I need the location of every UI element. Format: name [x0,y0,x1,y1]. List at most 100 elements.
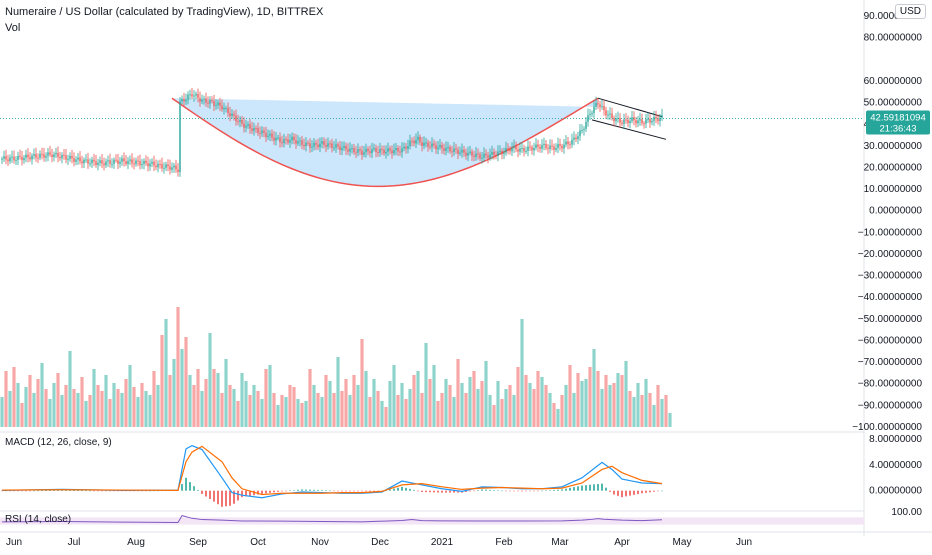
macd-histogram-bar [525,490,527,492]
volume-bar [588,367,592,427]
candle [265,132,267,138]
candle [57,152,59,157]
macd-label[interactable]: MACD (12, 26, close, 9) [5,437,112,448]
volume-bar [60,395,64,427]
candle [119,161,121,164]
candle [59,156,61,159]
candle [473,155,475,157]
candle [575,137,577,140]
candle [307,142,309,144]
candle [255,127,257,129]
volume-bar [140,383,144,427]
volume-bar [572,393,576,427]
candle [637,120,639,124]
macd-histogram-bar [493,490,495,491]
volume-bar [296,399,300,427]
macd-histogram-bar [197,490,199,491]
macd-histogram-bar [269,490,271,493]
candle [505,148,507,153]
macd-histogram-bar [529,490,531,492]
macd-histogram-bar [457,490,459,493]
candle [659,117,661,122]
candle [625,119,627,121]
candle [285,138,287,140]
volume-bar [644,379,648,427]
macd-histogram-bar [285,490,287,492]
y-tick-label: −30.00000000 [858,271,923,282]
volume-bar [52,383,56,427]
rsi-label[interactable]: RSI (14, close) [5,514,72,525]
candle [51,154,53,158]
candle [595,103,597,107]
candle [301,140,303,145]
candle [399,151,401,153]
macd-histogram-bar [373,490,375,492]
candle [115,159,117,161]
candle [11,156,13,158]
candle [455,148,457,150]
macd-histogram-bar [441,490,443,493]
candle [189,94,191,96]
macd-histogram-bar [449,490,451,493]
y-tick-label: −50.00000000 [858,314,923,325]
candle [649,119,651,123]
candle [95,161,97,165]
candle [127,160,129,164]
candle [157,163,159,168]
candle [427,142,429,147]
candle [83,159,85,164]
candle [253,127,255,131]
candle [335,144,337,148]
candle [431,143,433,147]
candle [179,101,181,173]
candle [117,160,119,164]
symbol-title[interactable]: Numeraire / US Dollar (calculated by Tra… [5,6,324,18]
volume-bar [160,335,164,427]
macd-histogram-bar [233,490,235,504]
macd-histogram-bar [109,490,111,492]
volume-bar [524,375,528,427]
candle [321,141,323,144]
candle [1,158,3,160]
currency-badge[interactable]: USD [894,4,926,19]
candle [557,144,559,148]
y-tick-label: 50.00000000 [864,98,923,109]
candle [635,120,637,124]
volume-bar [100,391,104,427]
macd-histogram-bar [33,490,35,492]
volume-bar [668,413,672,427]
candle [297,141,299,144]
volume-bar [84,401,88,427]
candle [631,117,633,121]
candle [173,165,175,168]
candle [101,160,103,164]
candle [177,169,179,173]
flag-lower-line [591,119,667,140]
candle [325,145,327,147]
candle [499,150,501,152]
candle [151,161,153,164]
macd-histogram-bar [389,489,391,491]
volume-bar [628,391,632,427]
x-tick-label: Aug [127,537,145,548]
candle [605,110,607,116]
volume-bar [496,381,500,427]
candle [403,146,405,149]
volume-bar [220,393,224,427]
candle [405,146,407,149]
candle [457,149,459,154]
volume-bar [336,357,340,427]
candle [343,145,345,149]
volume-bar [76,393,80,427]
macd-histogram-bar [273,490,275,493]
candle [247,124,249,126]
volume-bar [608,385,612,427]
candle [417,136,419,140]
macd-histogram-bar [217,490,219,505]
macd-histogram-bar [341,490,343,492]
y-tick-label: −60.00000000 [858,335,923,346]
candle [35,154,37,158]
macd-histogram-bar [13,490,15,492]
